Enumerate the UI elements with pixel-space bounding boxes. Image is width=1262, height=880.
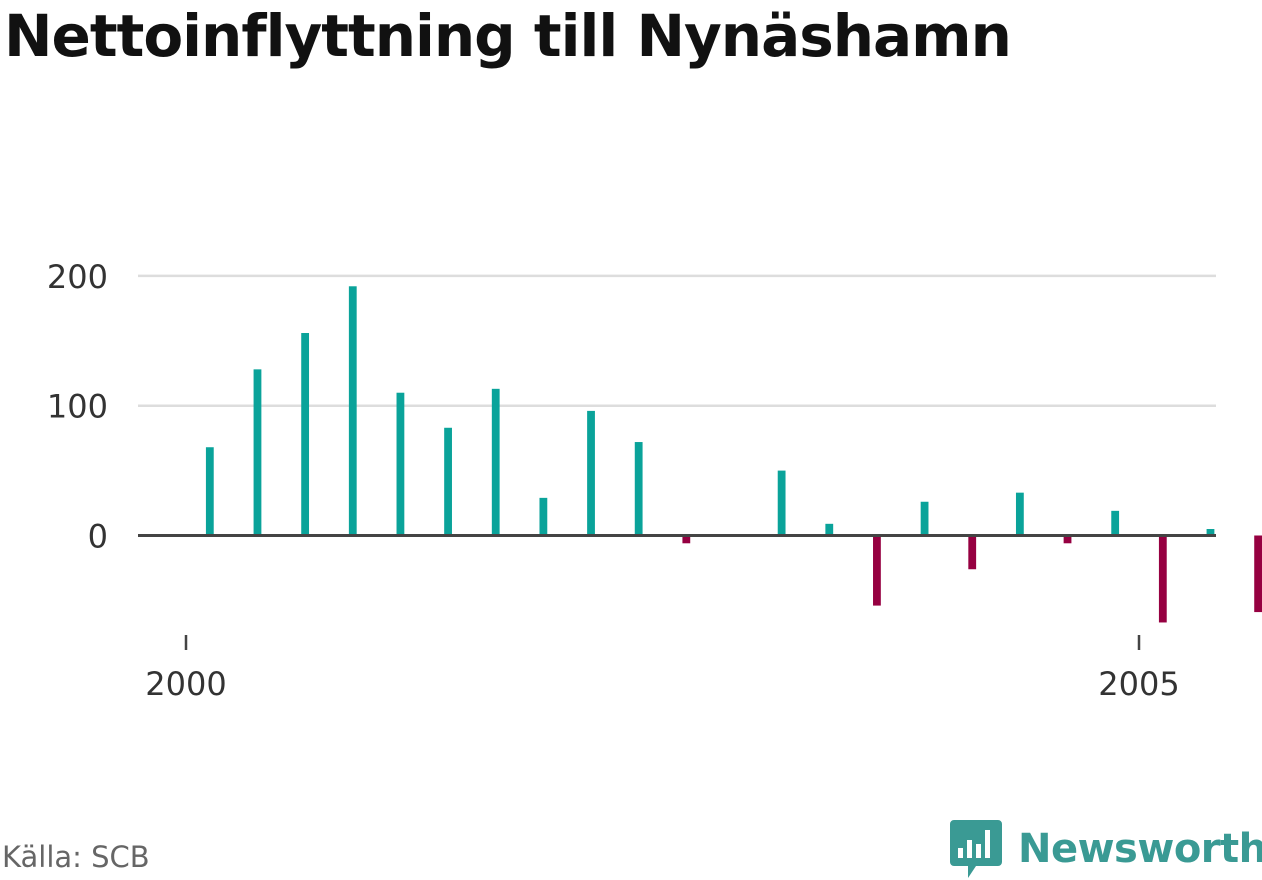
bar: [539, 497, 548, 536]
bar: [1206, 529, 1215, 536]
bar: [253, 369, 262, 536]
newsworthy-logo-icon: [950, 820, 1002, 878]
bars: [205, 286, 1262, 623]
brand-name: Newsworthy: [1018, 826, 1262, 872]
bar: [1158, 535, 1167, 623]
x-axis: 200020052010201520202025: [138, 534, 1216, 703]
y-axis-tick-labels: 0 100 200: [47, 258, 108, 556]
source-label: Källa: SCB: [2, 840, 150, 874]
bar: [348, 286, 357, 536]
y-tick-label-100: 100: [47, 388, 108, 426]
bar: [444, 427, 452, 536]
bar: [1015, 492, 1024, 536]
gridlines: [138, 274, 1216, 407]
bar: [205, 447, 214, 536]
bar: [396, 392, 405, 536]
chart-title: Nettoinflyttning till Nynäshamn: [4, 2, 1012, 70]
bar: [1063, 535, 1072, 544]
y-tick-label-0: 0: [88, 518, 108, 556]
x-tick-label-2000: 2000: [145, 665, 226, 703]
bar: [587, 410, 595, 536]
brand-logo: Newsworthy: [950, 818, 1262, 880]
bar: [634, 442, 643, 536]
bar: [491, 388, 500, 536]
bar: [873, 535, 881, 606]
bar: [920, 501, 929, 536]
bar: [968, 535, 977, 570]
y-tick-label-200: 200: [47, 258, 108, 296]
x-tick-label-2005: 2005: [1098, 665, 1179, 703]
bar: [682, 535, 691, 544]
bar: [777, 470, 786, 536]
bar: [825, 523, 834, 536]
bar: [1254, 535, 1262, 613]
bar: [301, 333, 310, 536]
bar: [1111, 510, 1120, 536]
